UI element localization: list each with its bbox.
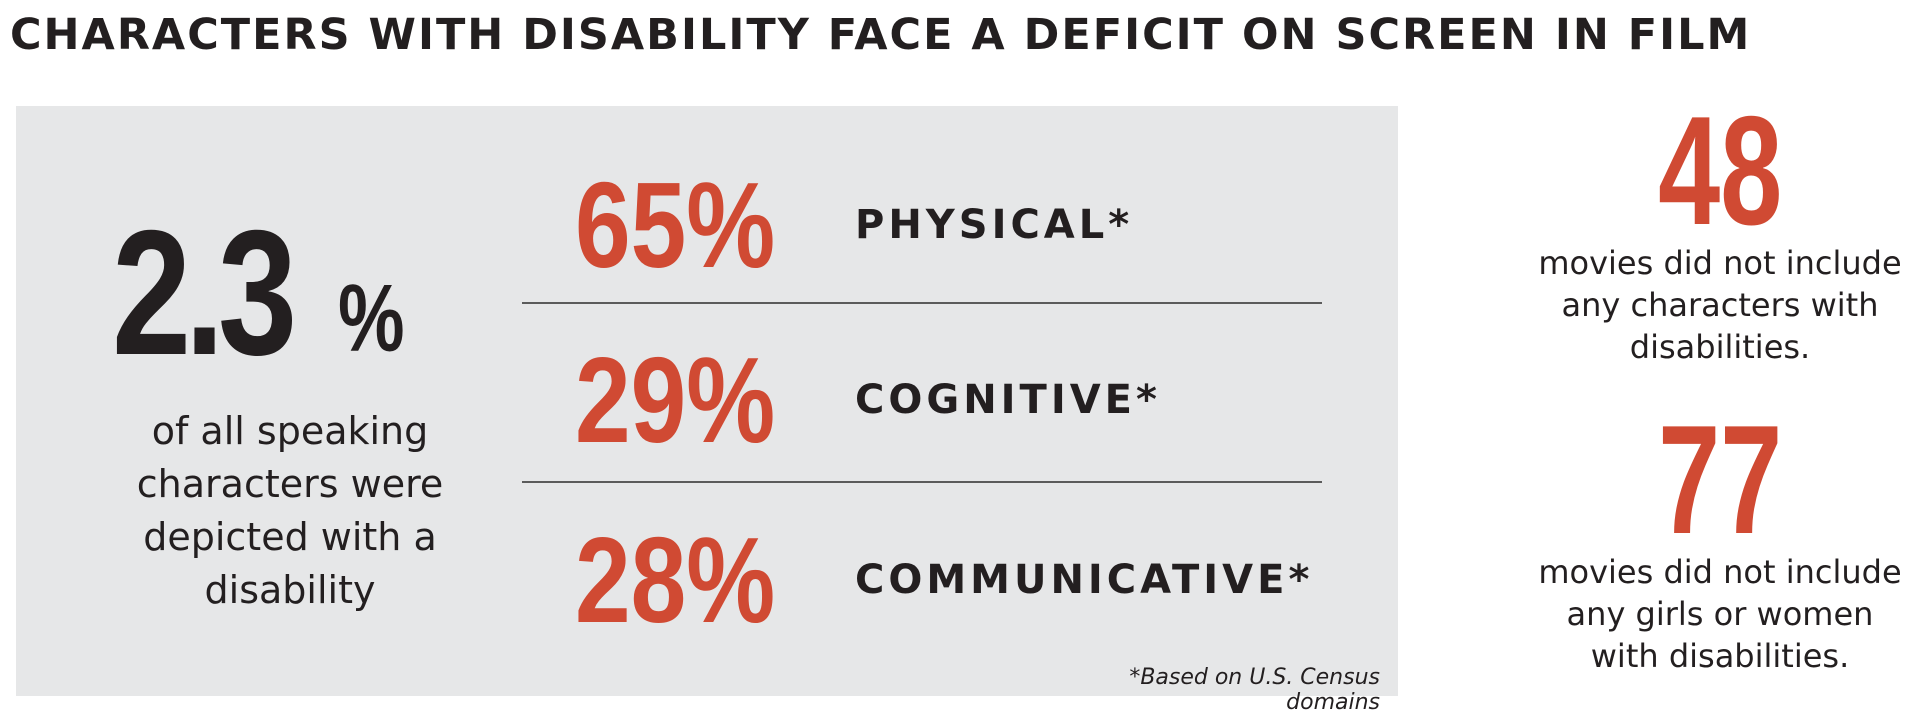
breakdown-row-physical: 65% PHYSICAL* xyxy=(575,160,1335,290)
side-stat-text: movies did not include any characters wi… xyxy=(1520,242,1918,368)
main-stat-unit: % xyxy=(338,265,405,372)
stats-panel xyxy=(16,106,1398,696)
side-stat-text-line: movies did not include xyxy=(1538,553,1902,591)
divider xyxy=(522,481,1322,483)
side-stat-text: movies did not include any girls or wome… xyxy=(1520,551,1918,677)
breakdown-percent: 29% xyxy=(575,332,776,468)
breakdown-row-communicative: 28% COMMUNICATIVE* xyxy=(575,515,1335,645)
breakdown-label: PHYSICAL* xyxy=(855,202,1134,248)
side-stat-movies-no-disability: 48 movies did not include any characters… xyxy=(1520,84,1918,368)
main-stat-caption: of all speaking characters were depicted… xyxy=(90,405,490,617)
breakdown-percent: 65% xyxy=(575,157,776,293)
page-title: CHARACTERS WITH DISABILITY FACE A DEFICI… xyxy=(10,10,1752,60)
main-stat-caption-line: of all speaking xyxy=(151,409,429,453)
main-stat-value: 2.3 xyxy=(112,193,297,392)
breakdown-label: COGNITIVE* xyxy=(855,377,1161,423)
footnote: *Based on U.S. Census domains xyxy=(1129,665,1380,715)
side-stat-text-line: any girls or women xyxy=(1566,595,1874,633)
side-stat-movies-no-women-disability: 77 movies did not include any girls or w… xyxy=(1520,393,1918,677)
breakdown-label: COMMUNICATIVE* xyxy=(855,557,1314,603)
main-stat: 2.3 % xyxy=(112,193,462,392)
side-stat-value: 48 xyxy=(1657,84,1783,257)
breakdown-percent: 28% xyxy=(575,512,776,648)
breakdown-row-cognitive: 29% COGNITIVE* xyxy=(575,335,1335,465)
side-stat-value: 77 xyxy=(1657,393,1783,566)
divider xyxy=(522,302,1322,304)
main-stat-caption-line: disability xyxy=(204,568,376,612)
side-stat-text-line: with disabilities. xyxy=(1590,637,1850,675)
main-stat-caption-line: characters were xyxy=(136,462,444,506)
main-stat-caption-line: depicted with a xyxy=(143,515,437,559)
side-stat-text-line: movies did not include xyxy=(1538,244,1902,282)
side-stat-text-line: any characters with xyxy=(1561,286,1879,324)
side-stat-text-line: disabilities. xyxy=(1629,328,1811,366)
